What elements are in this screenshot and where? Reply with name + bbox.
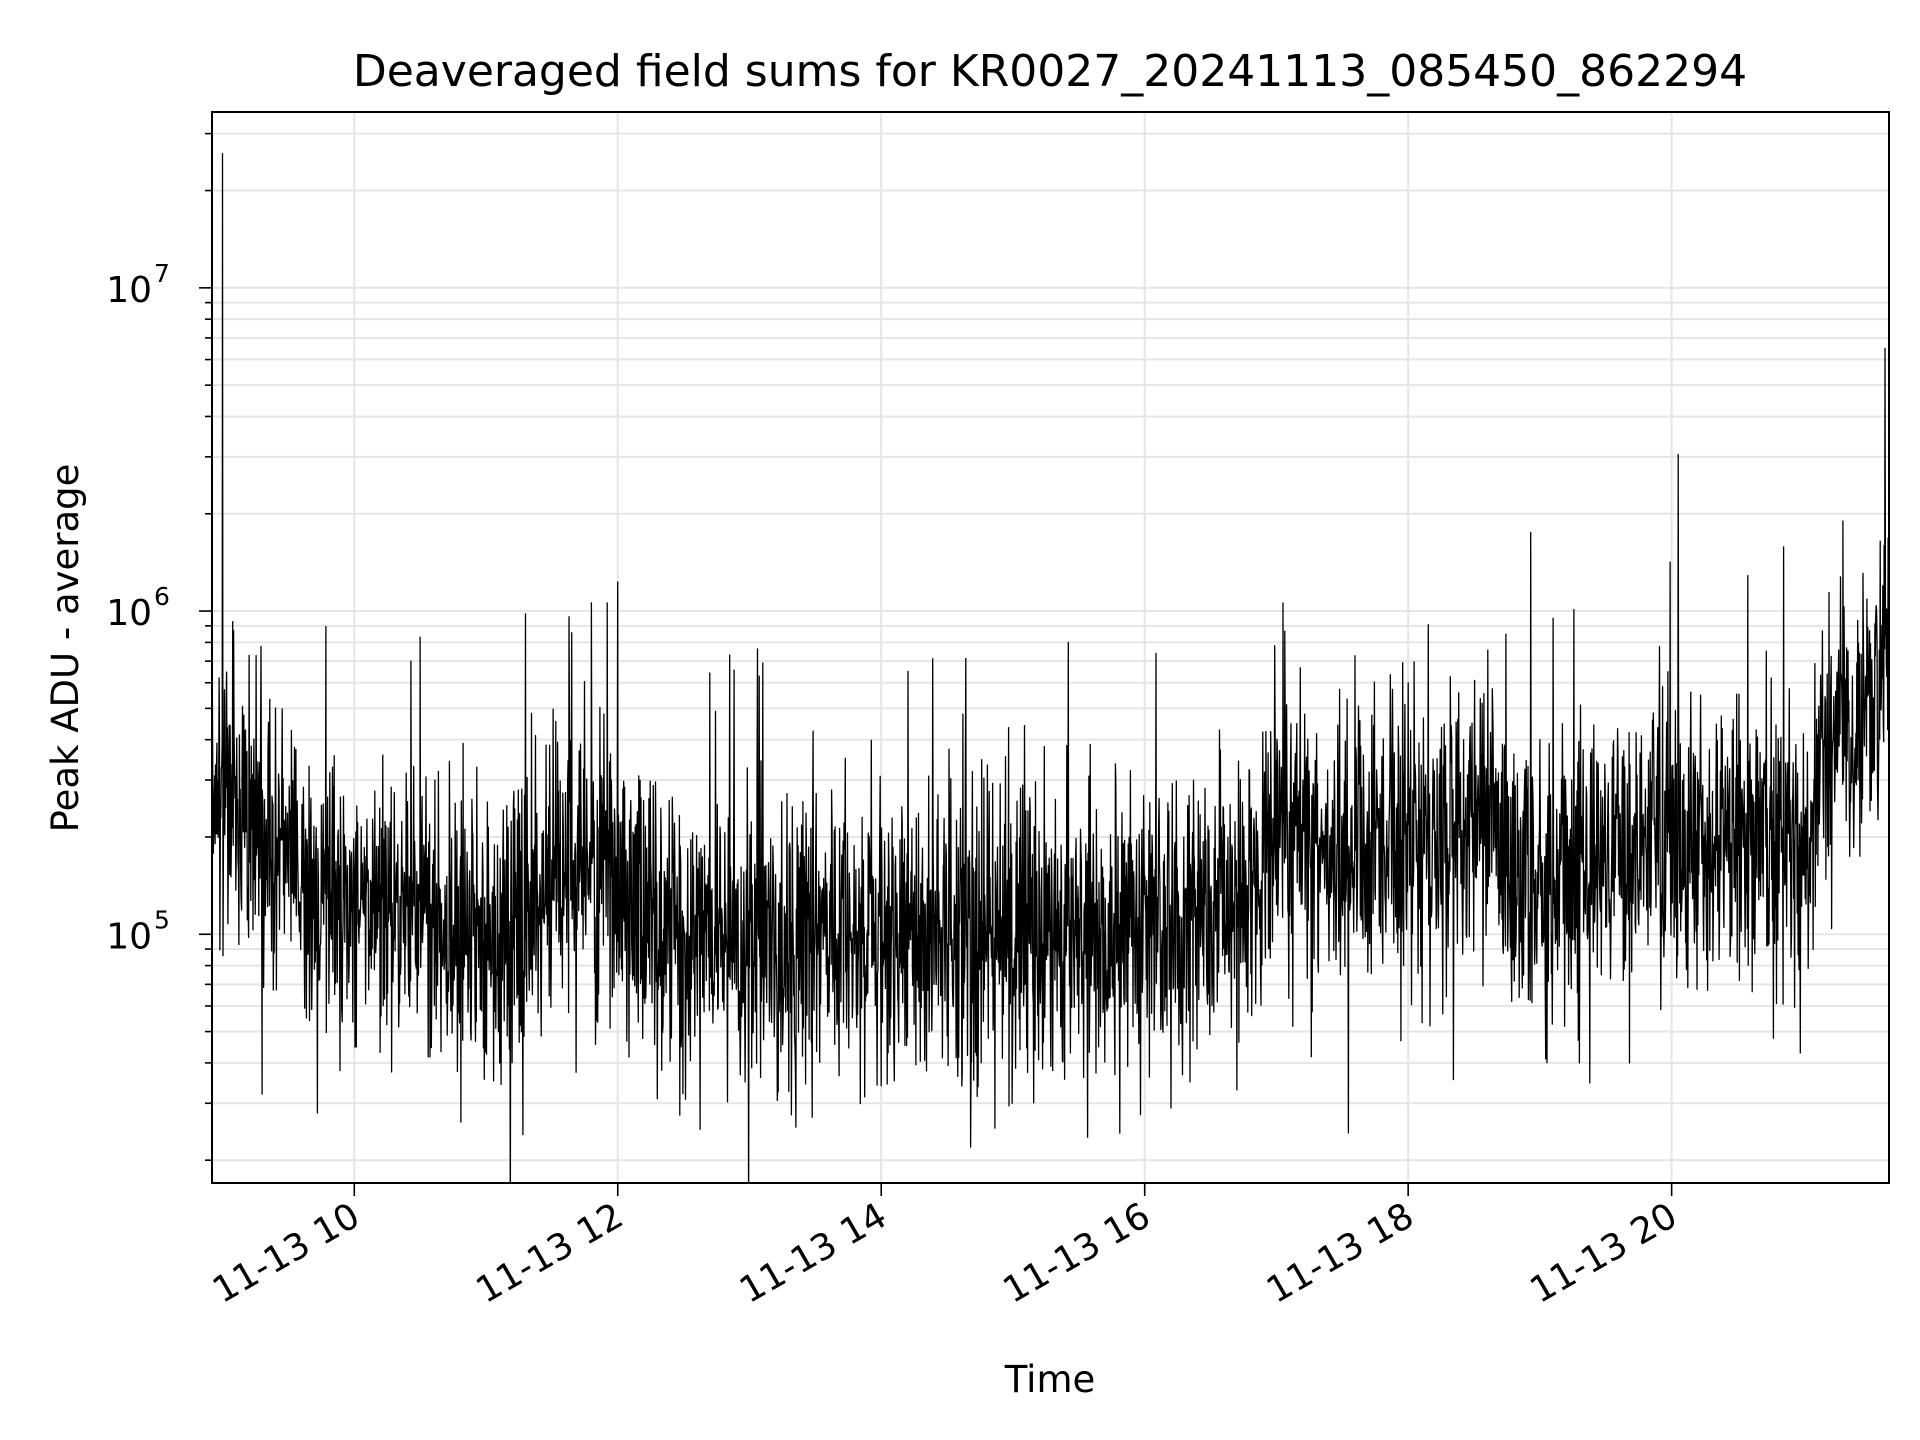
plot-area — [212, 153, 1889, 1183]
x-tick-label: 11-13 14 — [733, 1195, 894, 1311]
x-tick-label: 11-13 12 — [470, 1195, 631, 1311]
y-tick-exponent: 6 — [154, 582, 170, 611]
y-tick-exponent: 7 — [154, 259, 170, 288]
y-tick-exponent: 5 — [154, 905, 170, 934]
chart-title: Deaveraged field sums for KR0027_2024111… — [353, 46, 1747, 97]
x-axis: 11-13 10 11-13 12 11-13 14 11-13 16 11-13 18… — [206, 1183, 1684, 1312]
x-tick-label: 11-13 20 — [1523, 1195, 1684, 1311]
y-axis-label: Peak ADU - average — [44, 464, 87, 833]
y-tick-label: 10 — [106, 916, 152, 957]
x-tick-label: 11-13 10 — [206, 1195, 367, 1311]
x-tick-label: 11-13 16 — [997, 1195, 1158, 1311]
x-tick-label: 11-13 18 — [1260, 1195, 1421, 1311]
series-line — [212, 153, 1889, 1183]
y-tick-label: 10 — [106, 593, 152, 634]
y-tick-label: 10 — [106, 270, 152, 311]
plot-frame — [211, 111, 1890, 1184]
x-axis-label: Time — [1004, 1358, 1096, 1401]
